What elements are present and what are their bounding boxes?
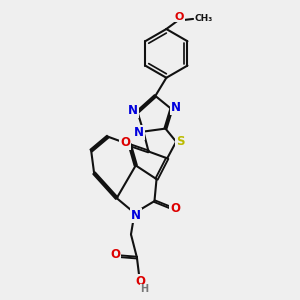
Text: S: S [176, 135, 184, 148]
Text: N: N [131, 209, 141, 222]
Text: N: N [128, 104, 138, 117]
Text: CH₃: CH₃ [195, 14, 213, 23]
Text: O: O [174, 11, 184, 22]
Text: H: H [141, 284, 149, 294]
Text: O: O [120, 136, 130, 149]
Text: O: O [170, 202, 180, 215]
Text: N: N [171, 101, 181, 114]
Text: O: O [110, 248, 120, 261]
Text: O: O [135, 275, 145, 288]
Text: N: N [134, 126, 144, 139]
